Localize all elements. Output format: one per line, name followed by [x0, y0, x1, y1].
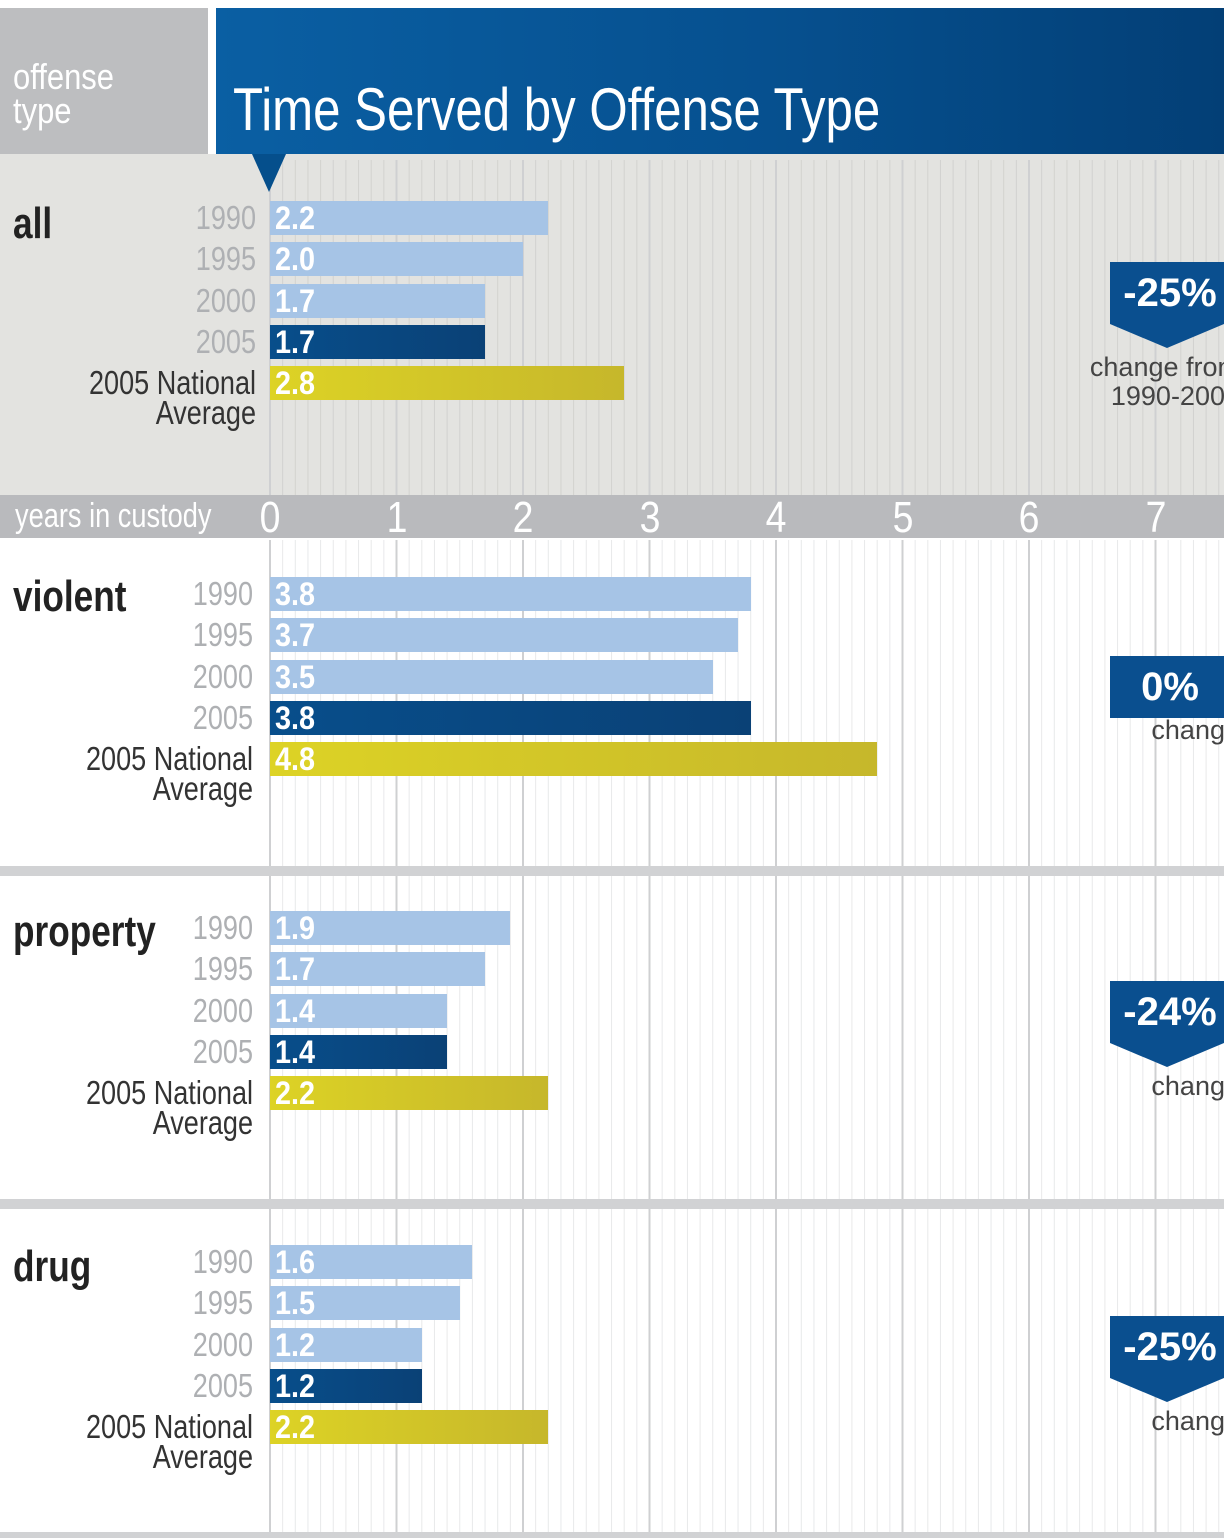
page-title: Time Served by Offense Type	[233, 76, 881, 143]
year-bar: 1.7	[270, 323, 486, 360]
bar-value-label: 1.7	[275, 323, 316, 360]
year-bar: 2.0	[270, 241, 523, 278]
x-tick-label: 5	[892, 493, 913, 542]
year-label: 2000	[192, 1325, 253, 1363]
national-average-label: 2005 National Average	[89, 364, 256, 432]
change-caption: change from 1990-2005	[1089, 352, 1224, 411]
x-axis-bar	[0, 495, 1224, 538]
year-label: 2000	[195, 281, 256, 319]
national-average-bar: 4.8	[270, 741, 878, 778]
change-value: 0%	[1141, 665, 1199, 709]
year-bar: 1.7	[270, 951, 486, 988]
year-label: 1990	[195, 199, 256, 236]
x-tick-label: 0	[259, 493, 281, 542]
year-bar: 1.6	[270, 1244, 473, 1280]
year-bar: 1.5	[270, 1285, 460, 1322]
x-tick-label: 6	[1018, 493, 1040, 542]
change-badge: -25%	[1110, 1316, 1224, 1402]
x-tick-label: 7	[1145, 493, 1166, 542]
category-label: property	[13, 907, 156, 956]
year-label: 1990	[192, 575, 253, 612]
change-caption: change	[1151, 1071, 1224, 1101]
year-label: 2000	[192, 657, 253, 695]
bar-value-label: 3.5	[275, 658, 316, 695]
bar-value-label: 1.4	[275, 992, 316, 1029]
change-caption: change	[1151, 715, 1224, 745]
bar-value-label: 1.4	[275, 1033, 316, 1070]
title-pointer	[252, 154, 286, 192]
bar-value-label: 2.0	[275, 241, 316, 278]
year-bar: 1.2	[270, 1326, 422, 1363]
year-label: 1995	[195, 240, 256, 278]
year-label: 2005	[192, 1366, 253, 1404]
year-bar: 1.7	[270, 282, 486, 319]
year-bar: 1.4	[270, 1033, 448, 1070]
year-bar: 1.2	[270, 1367, 422, 1404]
bar-value-label: 1.9	[275, 910, 316, 946]
bar-value-label: 3.7	[275, 617, 316, 654]
divider-property-drug	[0, 1199, 1224, 1209]
bar-value-label: 2.2	[275, 1409, 316, 1446]
year-label: 1995	[192, 950, 253, 988]
change-badge: 0%	[1110, 656, 1224, 718]
offense-type-header: offense type	[0, 8, 208, 154]
year-bar: 2.2	[270, 200, 549, 236]
bar-value-label: 1.7	[275, 951, 316, 988]
change-badge: -24%	[1110, 981, 1224, 1067]
bar-value-label: 2.2	[275, 200, 316, 236]
x-tick-label: 2	[512, 493, 534, 542]
year-label: 1995	[192, 616, 253, 654]
year-label: 2005	[192, 698, 253, 736]
change-value: -25%	[1123, 271, 1217, 315]
year-bar: 3.5	[270, 658, 713, 695]
x-tick-label: 1	[386, 493, 407, 542]
change-value: -24%	[1123, 990, 1217, 1034]
divider-violent-property	[0, 866, 1224, 876]
bar-value-label: 2.2	[275, 1075, 316, 1112]
bar-value-label: 4.8	[275, 741, 316, 778]
bar-value-label: 1.6	[275, 1244, 316, 1280]
year-label: 2005	[195, 322, 256, 360]
category-label: all	[13, 199, 53, 248]
year-label: 2005	[192, 1032, 253, 1070]
x-tick-label: 3	[639, 493, 660, 542]
category-label: drug	[13, 1242, 92, 1291]
title-banner	[216, 8, 1224, 154]
national-average-bar: 2.2	[270, 1075, 549, 1112]
year-bar: 1.9	[270, 910, 511, 946]
divider-bottom	[0, 1532, 1224, 1538]
national-average-label: 2005 National Average	[86, 740, 253, 808]
bar-value-label: 1.2	[275, 1367, 316, 1404]
x-tick-label: 4	[765, 493, 787, 542]
year-label: 1995	[192, 1284, 253, 1322]
year-bar: 3.7	[270, 617, 739, 654]
year-label: 1990	[192, 909, 253, 946]
bar-value-label: 1.2	[275, 1326, 316, 1363]
change-value: -25%	[1123, 1325, 1217, 1369]
national-average-label: 2005 National Average	[86, 1408, 253, 1476]
year-bar: 3.8	[270, 577, 751, 611]
offense-type-label: offense type	[13, 56, 115, 131]
change-badge: -25%	[1110, 262, 1224, 348]
national-average-label: 2005 National Average	[86, 1074, 253, 1142]
year-label: 2000	[192, 991, 253, 1029]
bar-value-label: 1.5	[275, 1285, 316, 1322]
bar-value-label: 2.8	[275, 365, 316, 402]
year-bar: 1.4	[270, 992, 448, 1029]
national-average-bar: 2.8	[270, 365, 625, 402]
bar-value-label: 3.8	[275, 576, 316, 612]
bar-value-label: 1.7	[275, 282, 316, 319]
year-label: 1990	[192, 1243, 253, 1280]
national-average-bar: 2.2	[270, 1409, 549, 1446]
x-axis-title: years in custody	[15, 497, 212, 535]
category-label: violent	[13, 572, 127, 621]
year-bar: 3.8	[270, 699, 751, 736]
bar-value-label: 3.8	[275, 699, 316, 736]
change-caption: change	[1151, 1406, 1224, 1436]
